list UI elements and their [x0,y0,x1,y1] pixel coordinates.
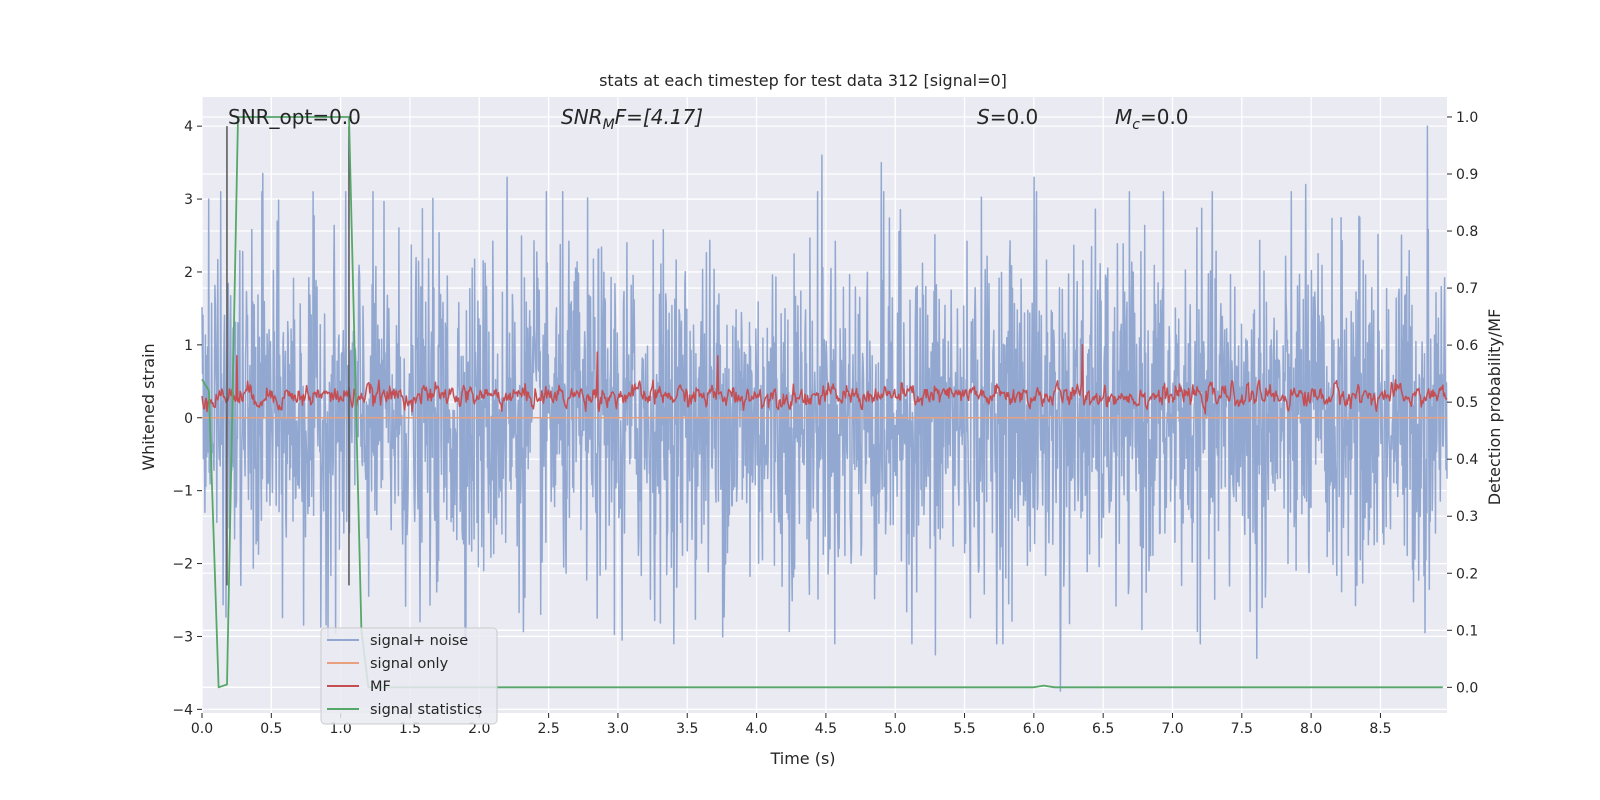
y-left-tick-label: −3 [172,629,193,645]
x-tick-label: 3.0 [607,721,629,737]
x-tick-label: 7.5 [1231,721,1253,737]
x-tick-label: 1.5 [399,721,421,737]
series-mf [201,344,1448,415]
y-axis-left-ticks: 4 3 2 1 0 −1 −2 −3 −4 [172,119,202,718]
annotation-mc-symbol: M [1115,105,1132,129]
y-right-tick-label: 0.8 [1456,224,1478,240]
y-right-tick-label: 0.0 [1456,680,1478,696]
annotation-mc-value: =0.0 [1140,105,1189,129]
x-tick-label: 5.5 [953,721,975,737]
x-axis-ticks: 0.0 0.5 1.0 1.5 2.0 2.5 3.0 3.5 4.0 4.5 5.0 5.5 6.0 6… [191,713,1392,737]
y-left-tick-label: 3 [184,192,193,208]
legend: signal+ noise signal only MF signal stat… [320,627,498,725]
y-right-tick-label: 1.0 [1456,110,1478,126]
legend-label-mf: MF [370,679,391,695]
y-right-tick-label: 0.5 [1456,395,1478,411]
x-tick-label: 5.0 [884,721,906,737]
x-tick-label: 0.5 [260,721,282,737]
x-tick-label: 7.0 [1161,721,1183,737]
y-axis-right-ticks: 1.0 0.9 0.8 0.7 0.6 0.5 0.4 0.3 0.2 0.1 0.0 [1447,110,1478,696]
x-tick-label: 1.0 [330,721,352,737]
x-tick-label: 6.0 [1023,721,1045,737]
x-tick-label: 6.5 [1092,721,1114,737]
x-tick-label: 4.5 [815,721,837,737]
annotation-s-symbol: S [977,105,990,129]
y-right-tick-label: 0.6 [1456,338,1478,354]
y-right-tick-label: 0.4 [1456,452,1478,468]
x-axis-label: Time (s) [769,749,835,768]
vertical-markers [226,126,350,586]
annotation-s-value: =0.0 [990,105,1039,129]
legend-label-signal-plus-noise: signal+ noise [370,633,468,649]
legend-box [320,627,498,725]
annotation-mc: Mc=0.0 [1115,105,1189,133]
legend-label-signal-statistics: signal statistics [370,702,482,718]
annotation-snr-mf: SNRMF=[4.17] [561,105,703,133]
x-tick-label: 0.0 [191,721,213,737]
y-left-tick-label: −2 [172,557,193,573]
annotation-snr-mf-prefix: SNR [561,105,603,129]
y-left-tick-label: 1 [184,338,193,354]
x-tick-label: 2.5 [537,721,559,737]
chart-title: stats at each timestep for test data 312… [599,71,1007,90]
y-right-tick-label: 0.2 [1456,566,1478,582]
x-tick-label: 8.0 [1300,721,1322,737]
y-left-tick-label: 0 [184,411,193,427]
x-tick-label: 2.0 [468,721,490,737]
y-axis-left-label: Whitened strain [139,343,158,470]
y-left-tick-label: −4 [172,702,193,718]
annotation-mc-subscript: c [1132,117,1140,133]
y-right-tick-label: 0.7 [1456,281,1478,297]
annotation-snr-opt: SNR_opt=0.0 [228,105,361,129]
annotation-snr-mf-subscript: M [603,117,615,133]
data-layer [201,116,1448,692]
y-right-tick-label: 0.3 [1456,509,1478,525]
y-left-tick-label: −1 [172,484,193,500]
y-left-tick-label: 4 [184,119,193,135]
legend-label-signal-only: signal only [370,656,449,672]
x-tick-label: 8.5 [1369,721,1391,737]
y-axis-right-label: Detection probability/MF [1485,309,1504,506]
y-right-tick-label: 0.9 [1456,167,1478,183]
y-right-tick-label: 0.1 [1456,623,1478,639]
annotation-s: S=0.0 [977,105,1038,129]
y-left-tick-label: 2 [184,265,193,281]
annotation-snr-mf-value: F=[4.17] [615,105,703,129]
x-tick-label: 4.0 [745,721,767,737]
x-tick-label: 3.5 [676,721,698,737]
series-signal-statistics [201,116,1443,689]
